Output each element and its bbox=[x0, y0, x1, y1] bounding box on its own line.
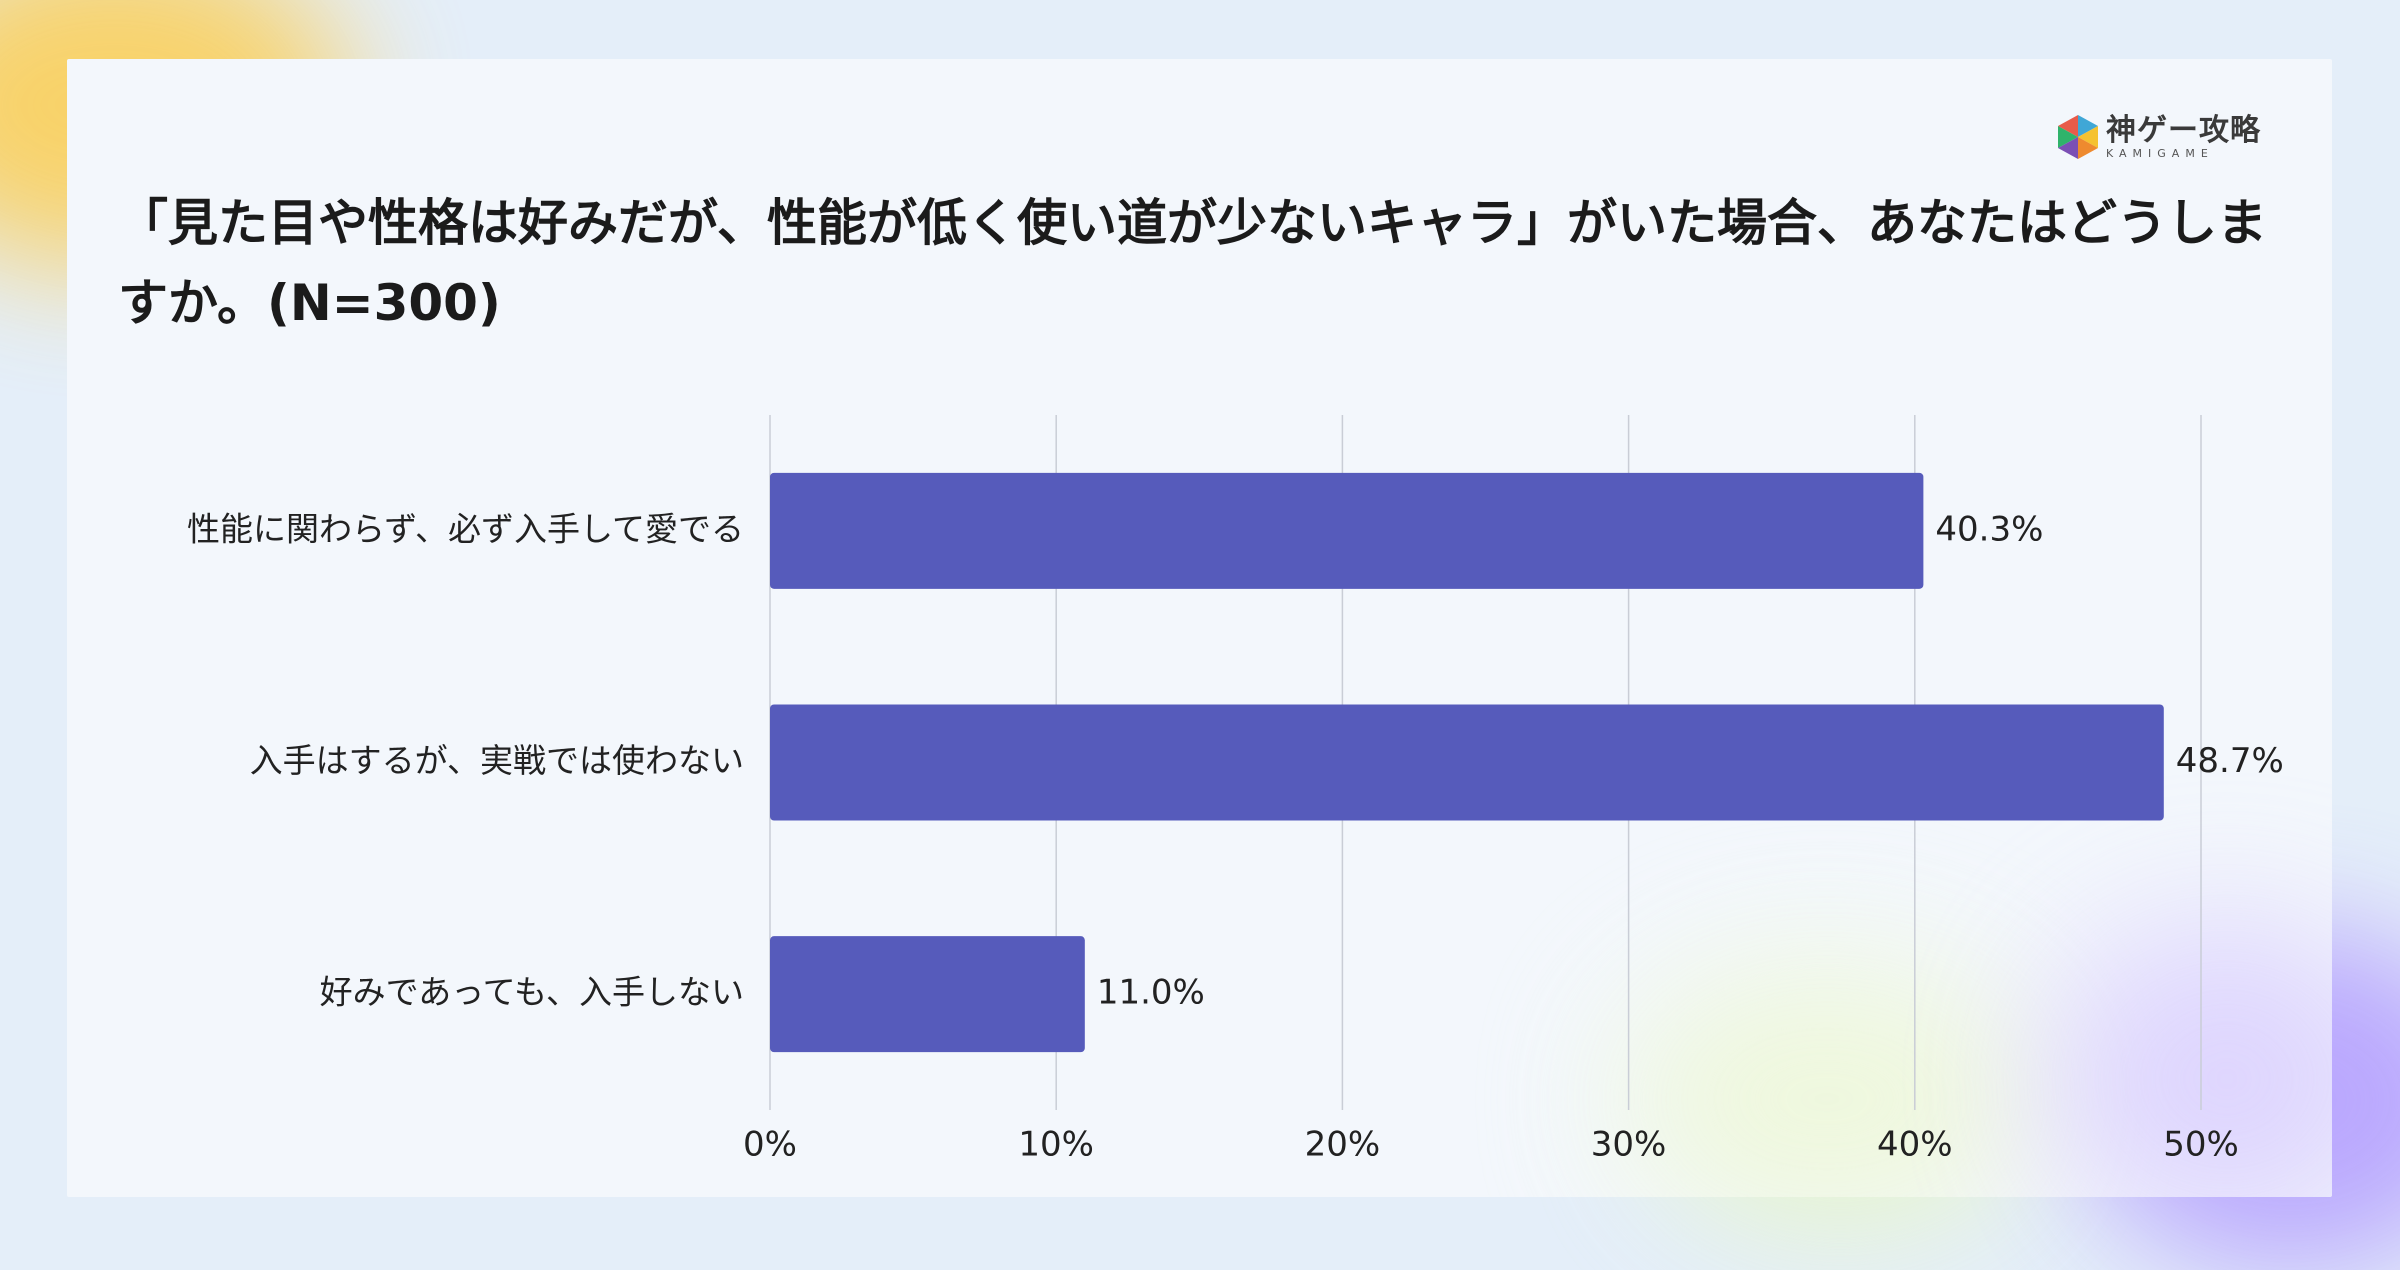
category-label-0: 性能に関わらず、必ず入手して愛でる bbox=[187, 509, 744, 548]
category-label-1: 入手はするが、実戦では使わない bbox=[250, 741, 744, 780]
value-label-2: 11.0% bbox=[1097, 973, 1205, 1013]
bar-1 bbox=[770, 704, 2164, 821]
bar-0 bbox=[770, 472, 1924, 589]
bar-2 bbox=[770, 936, 1085, 1053]
x-tick-label-2: 20% bbox=[1305, 1125, 1381, 1165]
x-tick-label-5: 50% bbox=[2163, 1125, 2239, 1165]
category-label-2: 好みであっても、入手しない bbox=[320, 973, 744, 1012]
x-tick-label-0: 0% bbox=[743, 1125, 797, 1165]
x-tick-label-3: 30% bbox=[1591, 1125, 1667, 1165]
card-glow-green bbox=[1617, 959, 2037, 1197]
value-label-0: 40.3% bbox=[1935, 509, 2043, 549]
kamigame-logo: 神ゲー攻略 KAMIGAME bbox=[2058, 114, 2261, 160]
logo-main-text: 神ゲー攻略 bbox=[2106, 113, 2261, 148]
x-tick-label-4: 40% bbox=[1877, 1125, 1953, 1165]
chart-title: 「見た目や性格は好みだが、性能が低く使い道が少ないキャラ」がいた場合、あなたはど… bbox=[118, 194, 2267, 332]
x-tick-label-1: 10% bbox=[1018, 1125, 1094, 1165]
value-label-1: 48.7% bbox=[2176, 741, 2284, 781]
chart-card bbox=[67, 59, 2332, 1197]
logo-sub-text: KAMIGAME bbox=[2106, 147, 2214, 160]
kamigame-logo-icon bbox=[2058, 115, 2098, 159]
